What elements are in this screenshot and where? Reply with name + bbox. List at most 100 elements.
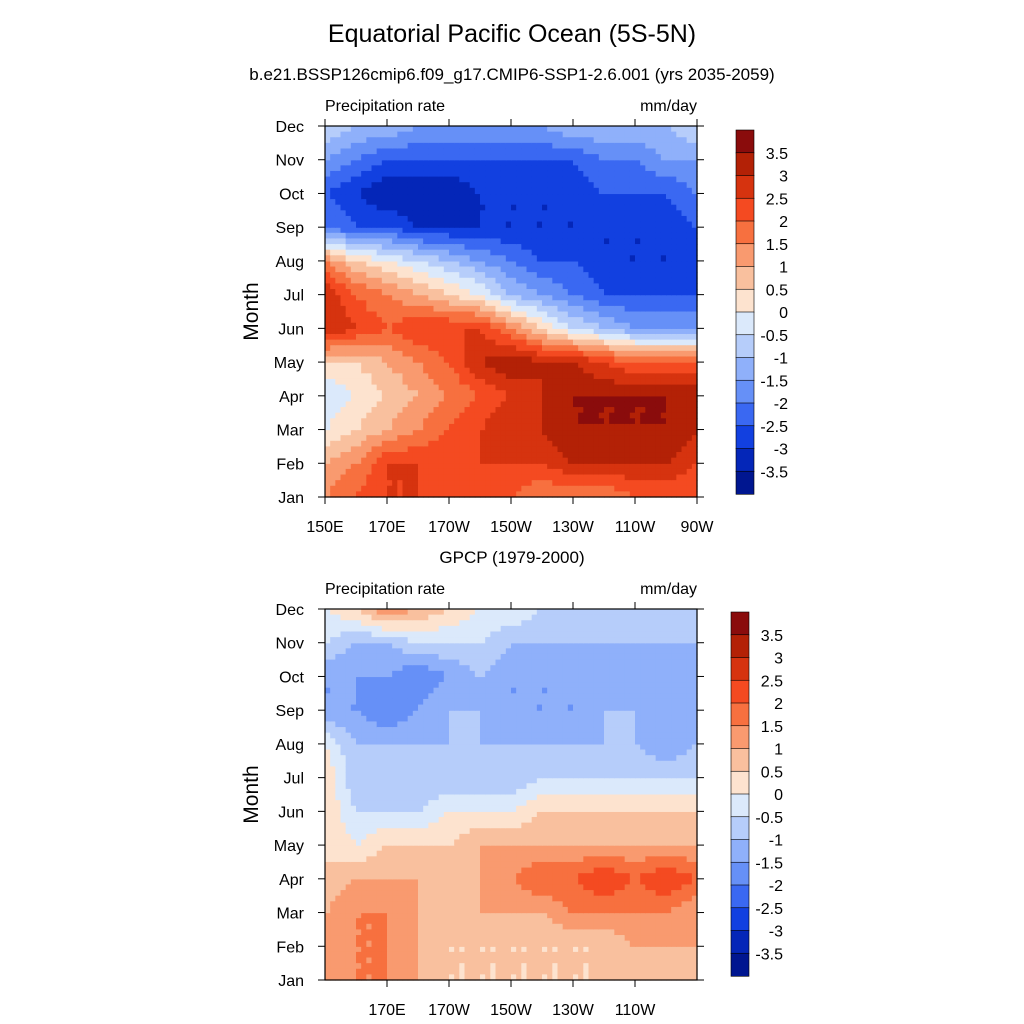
heatmap-cell xyxy=(609,350,615,358)
x-tick-label: 170E xyxy=(368,519,405,536)
heatmap-cell xyxy=(666,367,672,374)
heatmap-cell xyxy=(464,187,471,195)
heatmap-cell xyxy=(423,238,429,245)
heatmap-cell xyxy=(335,395,342,403)
heatmap-cell xyxy=(614,148,621,155)
heatmap-cell xyxy=(376,474,383,481)
heatmap-cell xyxy=(567,289,574,296)
heatmap-cell xyxy=(547,238,553,245)
heatmap-cell xyxy=(433,260,440,268)
heatmap-cell xyxy=(676,350,683,358)
heatmap-cell xyxy=(356,193,362,200)
heatmap-cell xyxy=(536,339,543,346)
heatmap-cell xyxy=(371,423,378,431)
heatmap-cell xyxy=(505,215,512,223)
heatmap-cell xyxy=(464,350,471,358)
heatmap-cell xyxy=(645,412,652,419)
heatmap-cell xyxy=(655,176,662,183)
heatmap-cell xyxy=(350,367,357,374)
heatmap-cell xyxy=(614,423,621,431)
heatmap-cell xyxy=(604,300,610,307)
heatmap-cell xyxy=(547,440,553,448)
heatmap-cell xyxy=(614,435,621,442)
heatmap-cell xyxy=(325,345,331,352)
heatmap-cell xyxy=(449,485,455,492)
heatmap-cell xyxy=(619,412,626,419)
heatmap-cell xyxy=(691,446,698,453)
heatmap-cell xyxy=(469,401,476,408)
heatmap-cell xyxy=(660,463,667,470)
heatmap-cell xyxy=(423,390,429,397)
heatmap-cell xyxy=(676,148,683,155)
heatmap-cell xyxy=(443,474,450,481)
heatmap-cell xyxy=(511,244,517,251)
heatmap-cell xyxy=(583,221,590,228)
heatmap-cell xyxy=(330,215,336,223)
heatmap-cell xyxy=(485,333,491,341)
heatmap-cell xyxy=(454,480,460,487)
heatmap-cell xyxy=(371,350,378,358)
heatmap-cell xyxy=(505,294,512,301)
heatmap-cell xyxy=(418,266,424,273)
heatmap-cell xyxy=(562,491,569,498)
heatmap-cell xyxy=(407,491,414,498)
heatmap-cell xyxy=(650,333,657,341)
heatmap-cell xyxy=(676,227,683,234)
heatmap-cell xyxy=(459,373,466,380)
heatmap-cell xyxy=(387,339,393,346)
heatmap-cell xyxy=(340,317,347,324)
heatmap-cell xyxy=(557,395,564,403)
heatmap-cell xyxy=(381,187,388,195)
heatmap-cell xyxy=(624,294,631,301)
heatmap-cell xyxy=(521,176,528,183)
heatmap-cell xyxy=(325,362,331,369)
heatmap-cell xyxy=(686,244,693,251)
heatmap-cell xyxy=(500,412,507,419)
heatmap-cell xyxy=(387,968,393,975)
heatmap-cell xyxy=(495,210,502,217)
heatmap-cell xyxy=(567,182,574,189)
heatmap-cell xyxy=(433,974,440,981)
heatmap-cell xyxy=(619,272,626,279)
heatmap-cell xyxy=(361,193,367,200)
heatmap-cell xyxy=(552,339,559,346)
heatmap-cell xyxy=(495,294,502,301)
heatmap-cell xyxy=(526,435,533,442)
heatmap-cell xyxy=(500,277,507,284)
heatmap-cell xyxy=(619,311,626,318)
heatmap-cell xyxy=(567,260,574,268)
heatmap-cell xyxy=(681,362,688,369)
heatmap-cell xyxy=(474,154,481,161)
heatmap-cell xyxy=(397,328,404,335)
heatmap-cell xyxy=(536,204,543,211)
heatmap-cell xyxy=(356,440,362,448)
heatmap-cell xyxy=(381,485,388,492)
heatmap-cell xyxy=(547,126,553,133)
heatmap-cell xyxy=(335,485,342,492)
heatmap-cell xyxy=(635,384,641,391)
heatmap-cell xyxy=(562,182,569,189)
heatmap-cell xyxy=(640,463,646,470)
heatmap-cell xyxy=(557,423,564,431)
heatmap-cell xyxy=(490,412,497,419)
heatmap-cell xyxy=(356,367,362,374)
heatmap-cell xyxy=(593,142,600,150)
heatmap-cell xyxy=(511,311,517,318)
heatmap-cell xyxy=(593,457,600,464)
heatmap-cell xyxy=(485,170,491,178)
heatmap-cell xyxy=(567,238,574,245)
heatmap-cell xyxy=(516,142,522,150)
heatmap-cell xyxy=(469,277,476,284)
heatmap-cell xyxy=(521,300,528,307)
heatmap-cell xyxy=(609,429,615,436)
heatmap-cell xyxy=(469,215,476,223)
heatmap-cell xyxy=(340,407,347,414)
heatmap-cell xyxy=(500,485,507,492)
heatmap-cell xyxy=(593,328,600,335)
heatmap-cell xyxy=(614,289,621,296)
heatmap-cell xyxy=(454,446,460,453)
heatmap-cell xyxy=(516,260,522,268)
heatmap-cell xyxy=(407,401,414,408)
heatmap-cell xyxy=(464,126,471,133)
heatmap-cell xyxy=(557,294,564,301)
